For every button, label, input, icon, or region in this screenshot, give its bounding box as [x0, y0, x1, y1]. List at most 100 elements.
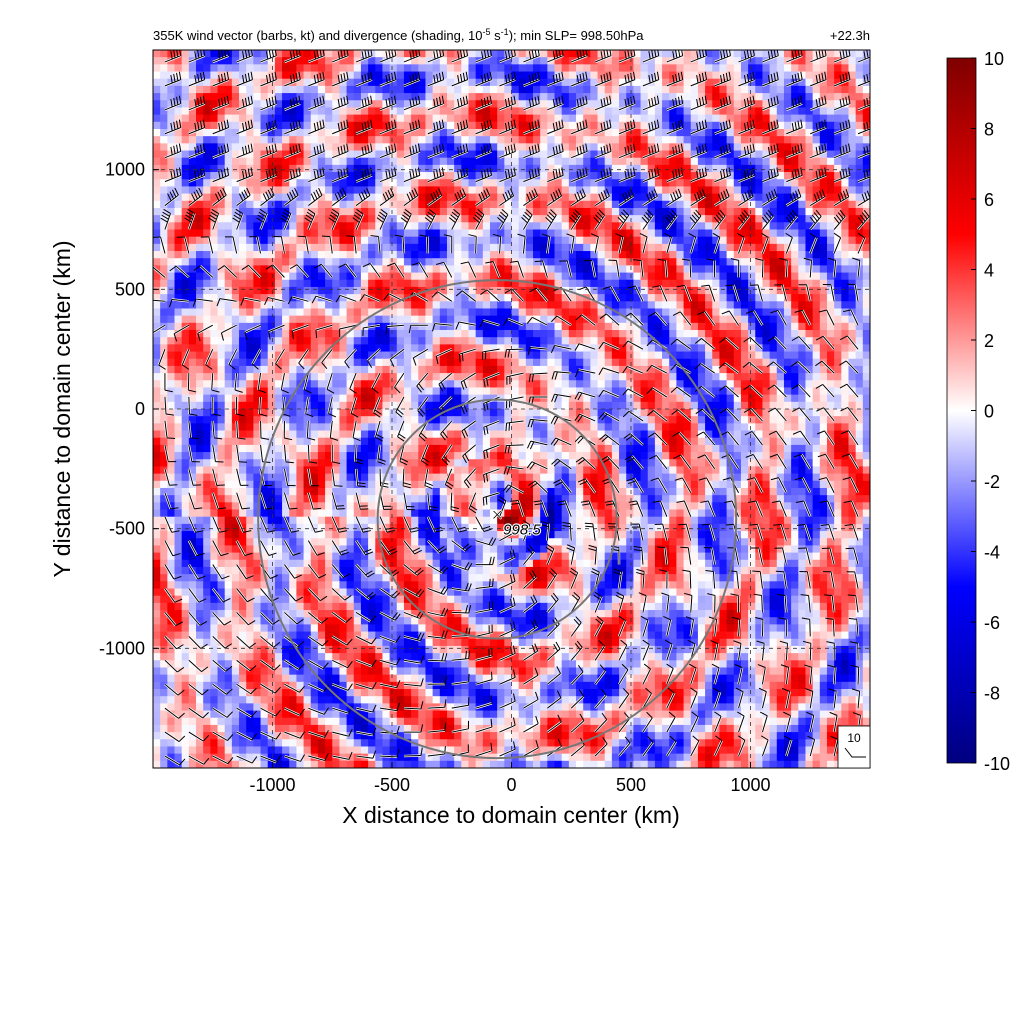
- divergence-cell: [604, 330, 613, 338]
- divergence-cell: [547, 272, 556, 281]
- divergence-cell: [396, 294, 405, 302]
- divergence-cell: [576, 64, 584, 73]
- divergence-cell: [296, 236, 305, 245]
- divergence-cell: [826, 358, 835, 367]
- divergence-cell: [446, 207, 455, 216]
- divergence-cell: [461, 337, 470, 345]
- divergence-cell: [647, 251, 656, 259]
- divergence-cell: [547, 50, 556, 58]
- divergence-cell: [583, 394, 591, 403]
- divergence-cell: [676, 272, 685, 281]
- divergence-cell: [511, 107, 520, 116]
- divergence-cell: [805, 78, 814, 87]
- divergence-cell: [497, 172, 505, 180]
- divergence-cell: [260, 93, 269, 101]
- divergence-cell: [396, 337, 405, 345]
- divergence-cell: [719, 251, 728, 259]
- divergence-cell: [403, 186, 412, 195]
- divergence-cell: [504, 229, 513, 238]
- divergence-cell: [167, 337, 176, 345]
- divergence-cell: [733, 107, 742, 116]
- divergence-cell: [511, 243, 520, 252]
- divergence-cell: [662, 143, 670, 152]
- divergence-cell: [289, 207, 297, 216]
- divergence-cell: [576, 164, 584, 173]
- divergence-cell: [160, 365, 168, 374]
- divergence-cell: [748, 71, 756, 80]
- divergence-cell: [547, 150, 556, 159]
- divergence-cell: [181, 200, 190, 209]
- divergence-cell: [382, 286, 391, 295]
- divergence-cell: [683, 121, 692, 130]
- divergence-cell: [583, 193, 591, 202]
- divergence-cell: [783, 93, 792, 101]
- divergence-cell: [296, 107, 305, 116]
- divergence-cell: [289, 114, 297, 123]
- divergence-cell: [654, 222, 663, 231]
- divergence-cell: [403, 258, 412, 266]
- divergence-cell: [360, 272, 369, 281]
- divergence-cell: [325, 164, 333, 173]
- divergence-cell: [769, 222, 778, 231]
- divergence-cell: [647, 322, 656, 331]
- divergence-cell: [647, 315, 656, 324]
- divergence-cell: [647, 236, 656, 245]
- divergence-cell: [446, 150, 455, 159]
- divergence-cell: [633, 265, 642, 274]
- divergence-cell: [489, 179, 498, 188]
- divergence-cell: [188, 380, 197, 389]
- divergence-cell: [511, 193, 520, 202]
- divergence-cell: [468, 186, 477, 195]
- divergence-cell: [274, 100, 283, 109]
- divergence-cell: [662, 380, 670, 389]
- divergence-cell: [769, 57, 778, 65]
- divergence-cell: [826, 387, 835, 396]
- divergence-cell: [769, 157, 778, 166]
- divergence-cell: [590, 128, 599, 137]
- divergence-cell: [368, 136, 376, 144]
- divergence-cell: [210, 100, 219, 109]
- divergence-cell: [712, 193, 721, 202]
- divergence-cell: [597, 107, 606, 116]
- divergence-cell: [310, 85, 319, 94]
- divergence-cell: [461, 164, 470, 173]
- divergence-cell: [783, 272, 792, 281]
- divergence-cell: [181, 401, 190, 410]
- divergence-cell: [862, 236, 870, 245]
- divergence-cell: [769, 394, 778, 403]
- divergence-cell: [755, 373, 764, 381]
- divergence-cell: [310, 301, 319, 310]
- divergence-cell: [776, 229, 785, 238]
- divergence-cell: [353, 301, 362, 310]
- divergence-cell: [855, 193, 864, 202]
- divergence-cell: [626, 358, 634, 367]
- divergence-cell: [325, 100, 333, 109]
- divergence-cell: [547, 93, 556, 101]
- divergence-cell: [791, 330, 799, 338]
- divergence-cell: [647, 107, 656, 116]
- divergence-cell: [518, 179, 527, 188]
- divergence-cell: [626, 186, 634, 195]
- divergence-cell: [418, 222, 427, 231]
- divergence-cell: [726, 207, 735, 216]
- divergence-cell: [418, 57, 427, 65]
- divergence-cell: [791, 236, 799, 245]
- divergence-cell: [389, 330, 398, 338]
- divergence-cell: [360, 121, 369, 130]
- divergence-cell: [174, 114, 183, 123]
- divergence-cell: [604, 128, 613, 137]
- divergence-cell: [611, 100, 620, 109]
- divergence-cell: [375, 365, 384, 374]
- divergence-cell: [676, 251, 685, 259]
- divergence-cell: [317, 401, 326, 410]
- divergence-cell: [805, 215, 814, 223]
- divergence-cell: [683, 179, 692, 188]
- divergence-cell: [862, 301, 870, 310]
- divergence-cell: [396, 164, 405, 173]
- divergence-cell: [826, 222, 835, 231]
- divergence-cell: [360, 286, 369, 295]
- divergence-cell: [160, 50, 168, 58]
- divergence-cell: [583, 215, 591, 223]
- divergence-cell: [654, 243, 663, 252]
- divergence-cell: [755, 236, 764, 245]
